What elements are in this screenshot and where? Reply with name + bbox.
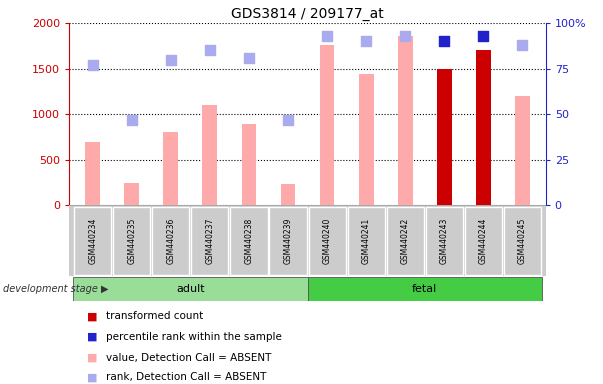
Bar [426,207,463,275]
Bar [124,183,139,205]
Text: adult: adult [176,284,204,294]
Text: GSM440235: GSM440235 [127,218,136,264]
Text: GSM440234: GSM440234 [88,218,97,264]
Bar [163,132,178,205]
Text: ■: ■ [87,372,98,382]
Point [166,56,175,63]
Point [478,33,488,39]
Point [440,38,449,44]
Text: GSM440245: GSM440245 [518,218,527,264]
Text: ■: ■ [87,353,98,362]
Bar [320,45,335,205]
Bar [270,207,306,275]
Point [244,55,254,61]
Text: GSM440242: GSM440242 [400,218,409,264]
Bar [280,184,295,205]
Text: GSM440238: GSM440238 [244,218,253,264]
Point [361,38,371,44]
Bar [230,207,268,275]
Bar [359,74,373,205]
Text: GSM440236: GSM440236 [166,218,175,264]
Point [283,117,293,123]
Text: fetal: fetal [412,284,437,294]
Bar [476,50,491,205]
Text: GSM440240: GSM440240 [323,218,332,264]
Bar [504,207,541,275]
Text: ■: ■ [87,332,98,342]
Text: GSM440237: GSM440237 [206,218,215,264]
Bar [242,124,256,205]
Text: rank, Detection Call = ABSENT: rank, Detection Call = ABSENT [106,372,266,382]
Point [88,62,98,68]
Text: GSM440239: GSM440239 [283,218,292,264]
Bar [191,207,229,275]
Title: GDS3814 / 209177_at: GDS3814 / 209177_at [231,7,384,21]
Bar [347,207,385,275]
Bar [309,207,346,275]
Bar [437,69,452,205]
Bar [203,105,217,205]
Text: transformed count: transformed count [106,311,203,321]
Point [322,33,332,39]
Bar [465,207,502,275]
Bar [113,207,150,275]
Bar [387,207,424,275]
Text: percentile rank within the sample: percentile rank within the sample [106,332,282,342]
Bar [86,142,100,205]
Text: value, Detection Call = ABSENT: value, Detection Call = ABSENT [106,353,271,362]
Text: ■: ■ [87,311,98,321]
Point [517,42,527,48]
Bar [515,96,529,205]
Point [127,117,137,123]
Bar [308,277,542,301]
Bar [74,207,112,275]
Bar [398,36,412,205]
Bar [73,277,308,301]
Text: GSM440241: GSM440241 [362,218,371,264]
Bar [153,207,189,275]
Text: GSM440244: GSM440244 [479,218,488,264]
Point [205,47,215,53]
Point [400,33,410,39]
Text: GSM440243: GSM440243 [440,218,449,264]
Text: development stage ▶: development stage ▶ [3,284,109,294]
